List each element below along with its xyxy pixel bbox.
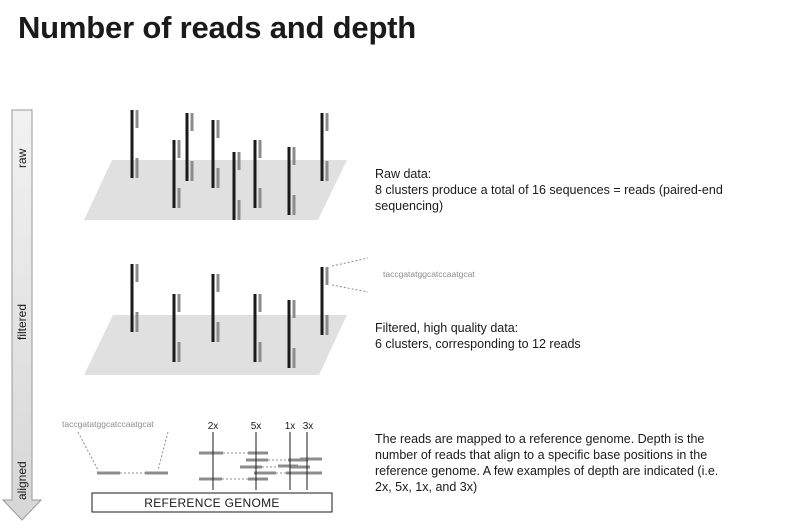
stage-label-filtered: filtered	[15, 304, 29, 340]
read-pair-callout	[77, 431, 169, 475]
depth-label: 5x	[251, 421, 262, 432]
sequence-snippet-filtered: taccgatatggcatccaatgcat	[383, 269, 475, 279]
stage-label-aligned: aligned	[15, 461, 29, 500]
raw-cluster	[320, 113, 329, 181]
raw-description-line: Raw data:	[375, 167, 432, 181]
aligned-description-line: 2x, 5x, 1x, and 3x)	[375, 480, 478, 494]
raw-flowcell-plane	[84, 160, 347, 220]
raw-cluster	[211, 120, 220, 188]
filtered-panel: taccgatatggcatccaatgcat	[84, 257, 475, 375]
process-arrow	[1, 109, 43, 521]
raw-cluster	[130, 110, 139, 178]
raw-description: Raw data: 8 clusters produce a total of …	[375, 166, 723, 214]
filtered-description-line: Filtered, high quality data:	[375, 321, 519, 335]
aligned-reads	[199, 451, 322, 481]
filtered-cluster	[130, 264, 139, 332]
aligned-description-line: The reads are mapped to a reference geno…	[375, 432, 705, 446]
depth-label: 3x	[303, 421, 314, 432]
reference-genome-box	[91, 492, 333, 513]
filtered-clusters	[130, 264, 329, 368]
depth-label: 1x	[285, 421, 296, 432]
raw-panel	[84, 110, 347, 220]
raw-clusters	[130, 110, 329, 220]
raw-description-line: sequencing)	[375, 199, 444, 213]
reference-genome-label: REFERENCE GENOME	[144, 496, 279, 510]
aligned-description-line: number of reads that align to a specific…	[375, 448, 708, 462]
raw-cluster	[172, 140, 181, 208]
aligned-description-line: reference genome. A few examples of dept…	[375, 464, 719, 478]
raw-cluster	[287, 147, 296, 215]
sequence-callout	[331, 257, 369, 293]
filtered-cluster	[172, 294, 181, 362]
filtered-description: Filtered, high quality data: 6 clusters,…	[375, 320, 581, 352]
depth-label: 2x	[208, 421, 219, 432]
filtered-flowcell-plane	[84, 315, 347, 375]
filtered-description-line: 6 clusters, corresponding to 12 reads	[375, 337, 581, 351]
aligned-panel: taccgatatggcatccaatgcat	[62, 419, 333, 513]
filtered-cluster	[253, 294, 262, 362]
aligned-description: The reads are mapped to a reference geno…	[375, 431, 718, 495]
raw-cluster	[232, 152, 241, 220]
filtered-cluster	[287, 300, 296, 368]
depth-markers	[212, 432, 308, 490]
raw-cluster	[253, 140, 262, 208]
filtered-cluster	[320, 267, 329, 335]
stage-label-raw: raw	[15, 148, 29, 168]
raw-description-line: 8 clusters produce a total of 16 sequenc…	[375, 183, 723, 197]
raw-cluster	[185, 113, 194, 181]
filtered-cluster	[211, 274, 220, 342]
page-title: Number of reads and depth	[18, 10, 417, 45]
sequence-snippet-aligned: taccgatatggcatccaatgcat	[62, 419, 154, 429]
